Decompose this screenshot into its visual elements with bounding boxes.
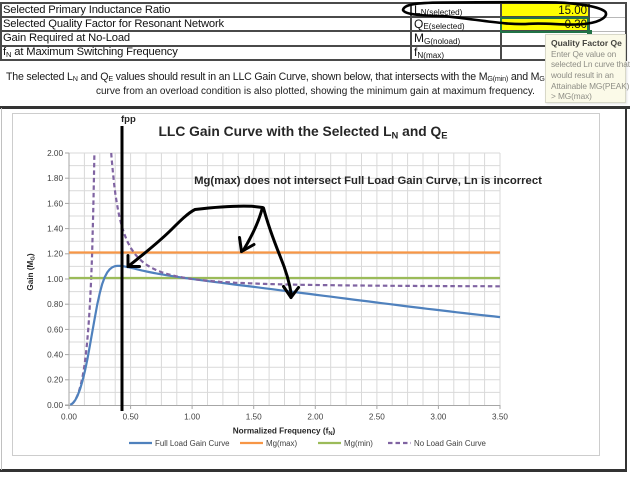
svg-text:0.50: 0.50 (123, 413, 139, 422)
svg-text:LLC Gain Curve with the Select: LLC Gain Curve with the Selected LN and … (158, 124, 447, 141)
svg-text:0.20: 0.20 (47, 376, 63, 385)
svg-text:1.50: 1.50 (246, 413, 262, 422)
svg-text:Gain (MG): Gain (MG) (26, 253, 37, 291)
svg-text:1.40: 1.40 (47, 225, 63, 234)
svg-text:0.40: 0.40 (47, 351, 63, 360)
svg-text:0.00: 0.00 (47, 401, 63, 410)
svg-text:3.00: 3.00 (430, 413, 446, 422)
svg-text:1.00: 1.00 (184, 413, 200, 422)
svg-text:0.60: 0.60 (47, 325, 63, 334)
svg-text:Normalized Frequency (fN): Normalized Frequency (fN) (233, 427, 336, 438)
svg-text:1.80: 1.80 (47, 174, 63, 183)
svg-text:No Load Gain Curve: No Load Gain Curve (414, 439, 487, 448)
svg-text:3.50: 3.50 (492, 413, 508, 422)
svg-text:Mg(max) does not intersect Ful: Mg(max) does not intersect Full Load Gai… (194, 175, 542, 187)
svg-text:Mg(min): Mg(min) (344, 439, 373, 448)
svg-text:0.80: 0.80 (47, 300, 63, 309)
svg-text:2.50: 2.50 (369, 413, 385, 422)
svg-text:1.20: 1.20 (47, 250, 63, 259)
svg-text:2.00: 2.00 (307, 413, 323, 422)
svg-text:Mg(max): Mg(max) (266, 439, 297, 448)
svg-text:Full Load Gain Curve: Full Load Gain Curve (155, 439, 230, 448)
svg-text:1.00: 1.00 (47, 275, 63, 284)
svg-text:2.00: 2.00 (47, 149, 63, 158)
svg-text:fpp: fpp (121, 114, 136, 125)
svg-text:1.60: 1.60 (47, 199, 63, 208)
svg-text:0.00: 0.00 (61, 413, 77, 422)
